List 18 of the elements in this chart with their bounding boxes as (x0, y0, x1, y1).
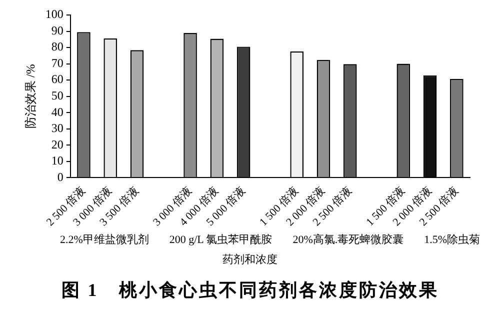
y-tick-label: 0 (57, 170, 64, 184)
y-tick-label: 20 (51, 137, 64, 152)
y-tick-label: 100 (45, 7, 64, 22)
x-axis-title: 药剂和浓度 (222, 252, 278, 267)
text: 1.5%除虫菊 (424, 232, 480, 247)
text: 图 1 桃小食心虫不同药剂各浓度防治效果 (60, 279, 440, 302)
y-tick-label: 50 (51, 88, 64, 102)
y-tick-label: 10 (51, 154, 64, 168)
text: 20%高氯.毒死蜱微胶囊 (292, 232, 404, 247)
y-tick-label: 60 (51, 72, 64, 86)
y-tick-label: 90 (51, 23, 64, 38)
y-tick-label: 30 (51, 121, 64, 136)
y-tick-label: 80 (51, 40, 64, 54)
text: 200 g/L 氯虫苯甲酰胺 (169, 233, 272, 247)
y-tick-label: 40 (51, 104, 64, 119)
y-axis-title: 防治效果 /% (23, 64, 38, 129)
text: 2.2%甲维盐微乳剂 (60, 232, 149, 247)
y-tick-label: 70 (51, 56, 64, 70)
